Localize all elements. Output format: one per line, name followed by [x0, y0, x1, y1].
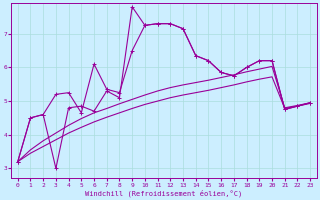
- X-axis label: Windchill (Refroidissement éolien,°C): Windchill (Refroidissement éolien,°C): [85, 189, 243, 197]
